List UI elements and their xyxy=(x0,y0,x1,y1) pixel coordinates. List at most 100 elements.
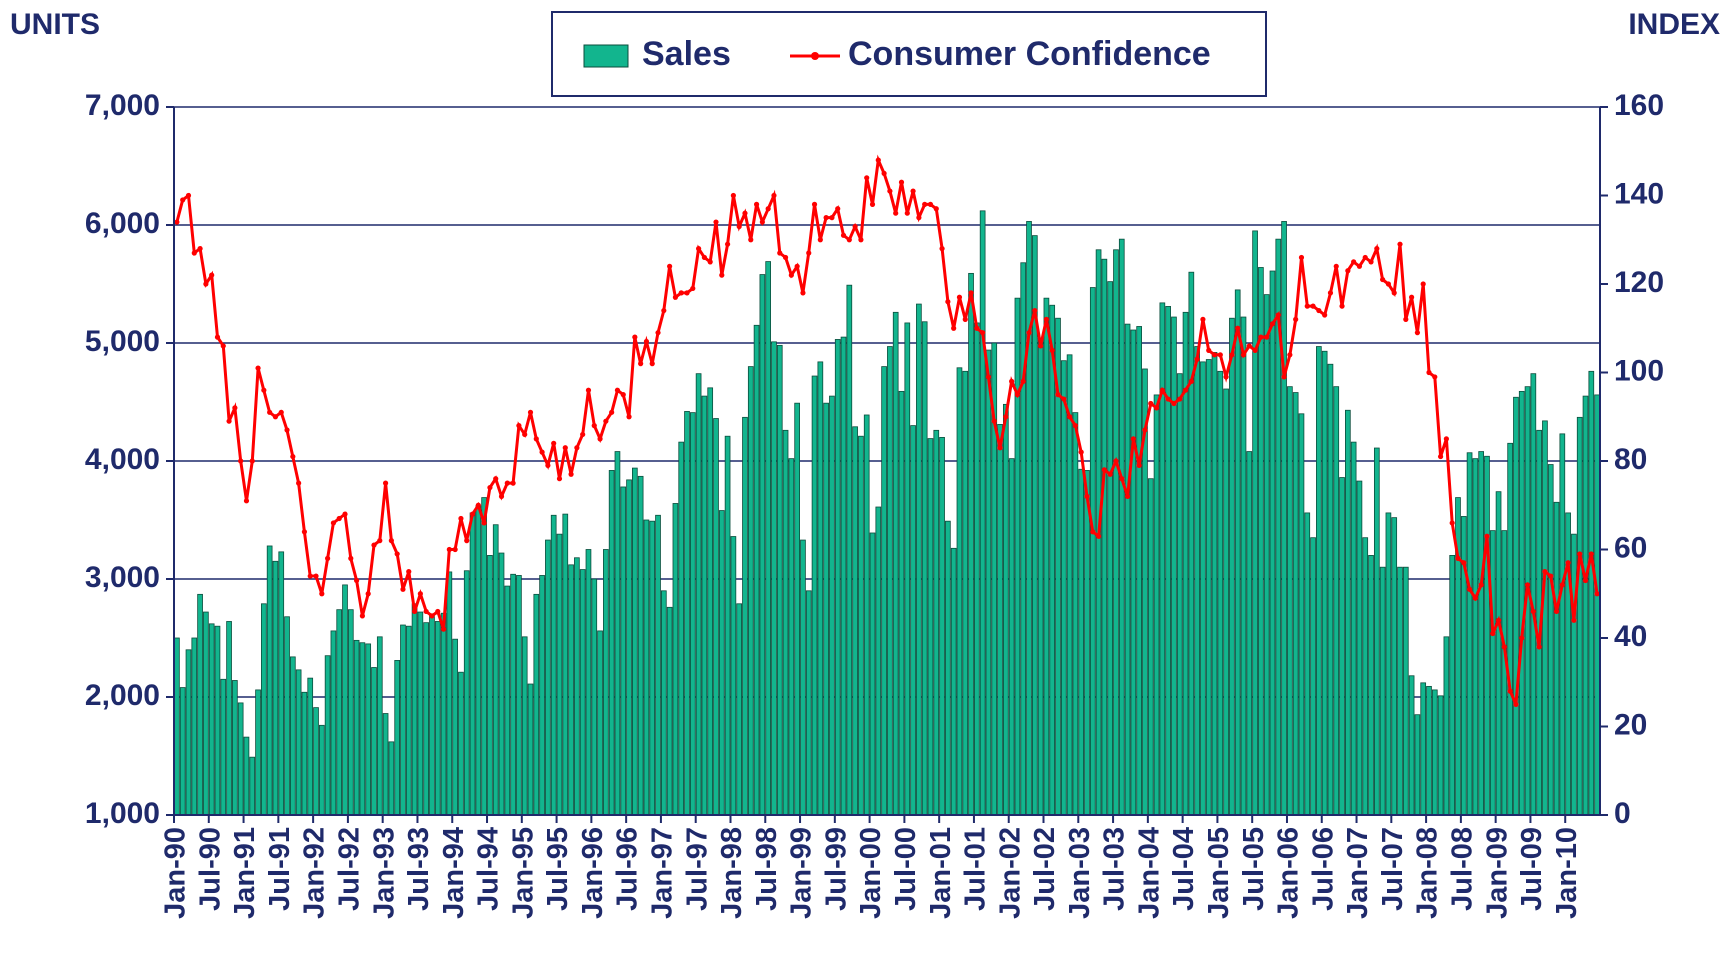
line-point xyxy=(226,418,232,424)
line-point xyxy=(1513,701,1519,707)
bar xyxy=(1379,566,1386,816)
bar xyxy=(794,402,800,816)
bar xyxy=(1136,326,1142,816)
line-point xyxy=(742,210,748,216)
line-point xyxy=(1356,263,1363,269)
x-tick-label: Jan-99 xyxy=(786,827,818,919)
bar xyxy=(1345,409,1351,816)
bar xyxy=(318,724,325,816)
bar xyxy=(1547,464,1554,816)
bar xyxy=(452,638,458,816)
bar xyxy=(527,683,534,816)
bar xyxy=(1217,370,1224,816)
line-point xyxy=(690,285,696,292)
line-point xyxy=(1287,352,1293,358)
bar xyxy=(1234,289,1241,816)
bar xyxy=(1507,442,1513,816)
line-point xyxy=(1026,330,1032,336)
bar xyxy=(684,411,690,816)
bar xyxy=(585,549,592,816)
y2-tick-label: 160 xyxy=(1614,89,1664,122)
bar xyxy=(174,637,180,816)
bar xyxy=(736,603,743,816)
bar xyxy=(1223,388,1229,816)
line-point xyxy=(869,201,876,207)
bar xyxy=(237,702,244,816)
line-point xyxy=(1130,436,1136,442)
bar xyxy=(504,585,511,816)
bar xyxy=(834,339,841,816)
line-point xyxy=(991,418,997,424)
bar xyxy=(869,532,876,816)
bar xyxy=(724,435,731,816)
line-point xyxy=(730,192,736,199)
line-point xyxy=(835,206,841,212)
line-point xyxy=(1565,560,1571,566)
line-point xyxy=(1003,414,1009,420)
line-point xyxy=(655,330,661,336)
bar xyxy=(1553,501,1560,816)
bar xyxy=(1060,360,1067,816)
line-point xyxy=(898,179,905,185)
bar xyxy=(197,593,203,816)
line-point xyxy=(597,436,603,442)
line-point xyxy=(1351,259,1357,265)
bar xyxy=(481,497,487,816)
x-tick-label: Jan-90 xyxy=(160,827,192,919)
bar xyxy=(336,609,343,816)
bar xyxy=(1089,287,1096,816)
line-point xyxy=(452,546,458,553)
bar xyxy=(997,424,1003,816)
line-point xyxy=(1014,392,1021,398)
bar xyxy=(278,551,285,816)
bar xyxy=(1478,451,1485,816)
line-point xyxy=(1333,263,1339,269)
bar xyxy=(434,621,441,816)
line-point xyxy=(800,290,806,296)
line-point xyxy=(1061,396,1067,402)
bar xyxy=(655,514,661,816)
line-point xyxy=(1310,303,1316,309)
line-point xyxy=(1507,688,1513,694)
bar xyxy=(823,402,829,816)
bar xyxy=(1513,396,1519,816)
line-point xyxy=(643,338,650,345)
line-point xyxy=(1153,405,1160,411)
x-tick-label: Jan-10 xyxy=(1551,827,1583,919)
bar xyxy=(1263,294,1270,816)
line-point xyxy=(272,414,279,420)
line-point xyxy=(603,418,609,424)
line-point xyxy=(1362,254,1368,261)
line-point xyxy=(794,263,800,269)
bar xyxy=(1310,537,1316,816)
y2-tick-label: 0 xyxy=(1614,797,1631,830)
line-point xyxy=(1397,241,1403,247)
bar xyxy=(313,707,319,816)
line-point xyxy=(1252,347,1258,353)
line-point xyxy=(359,613,365,619)
x-tick-label: Jul-05 xyxy=(1238,827,1270,911)
line-point xyxy=(1281,374,1287,380)
bar xyxy=(1176,373,1183,816)
x-tick-label: Jul-92 xyxy=(333,827,365,911)
line-point xyxy=(632,334,638,340)
line-point xyxy=(626,414,632,420)
line-point xyxy=(255,365,261,371)
bar xyxy=(1356,480,1363,816)
y-tick-label: 4,000 xyxy=(85,443,160,476)
line-point xyxy=(753,201,760,207)
line-point xyxy=(719,272,725,278)
line-point xyxy=(522,431,528,438)
line-point xyxy=(985,374,992,380)
line-point xyxy=(388,538,394,544)
x-tick-label: Jul-01 xyxy=(959,827,991,911)
bar xyxy=(1252,230,1258,816)
bar xyxy=(620,486,627,816)
bar xyxy=(510,573,516,816)
bar xyxy=(1316,346,1322,816)
legend-box xyxy=(551,11,1267,97)
x-tick-label: Jan-98 xyxy=(716,827,748,919)
bar xyxy=(1049,304,1056,816)
line-point xyxy=(203,281,209,287)
bar xyxy=(1147,478,1154,816)
